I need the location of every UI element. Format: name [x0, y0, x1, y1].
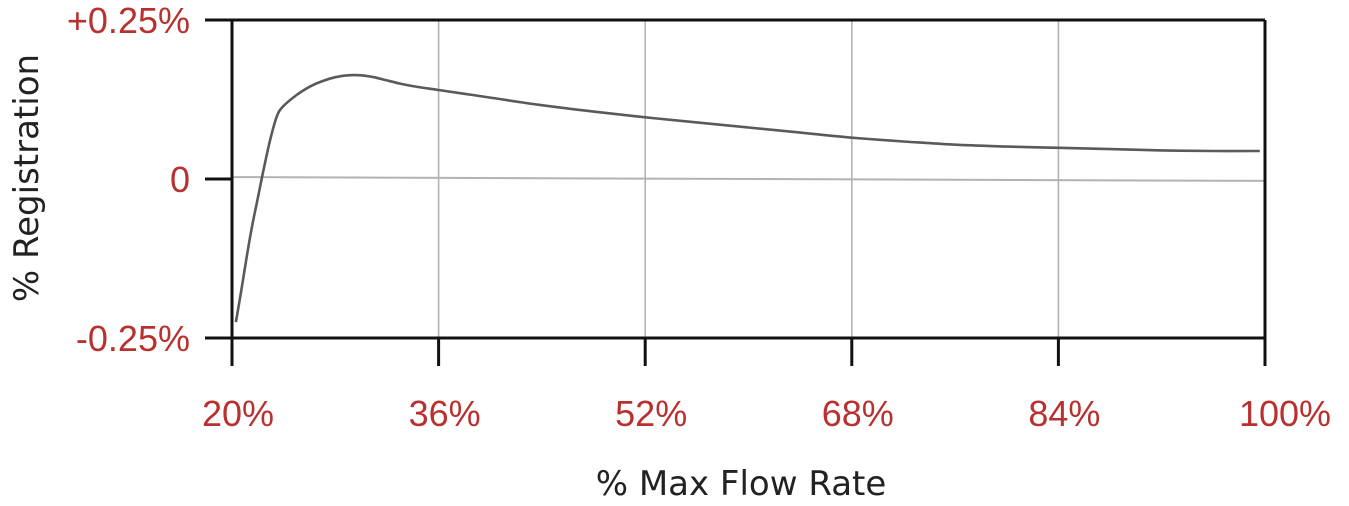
- x-axis-tick-labels: 20% 36% 52% 68% 84% 100%: [202, 393, 1331, 434]
- series-line-0: [234, 73, 1260, 323]
- y-tick-label-2: +0.25%: [67, 0, 190, 41]
- y-axis-title: % Registration: [7, 54, 47, 302]
- axes: [205, 18, 1267, 366]
- x-axis-title: % Max Flow Rate: [596, 464, 887, 504]
- series-group: [234, 73, 1260, 323]
- zero-reference-line-group: [231, 176, 1266, 182]
- y-tick-label-1: 0: [170, 159, 190, 200]
- x-tick-label-0: 20%: [202, 393, 274, 434]
- zero-reference-line: [231, 176, 1266, 182]
- y-tick-label-0: -0.25%: [76, 318, 190, 359]
- x-tick-label-4: 84%: [1028, 393, 1100, 434]
- x-tick-label-5: 100%: [1239, 393, 1331, 434]
- x-tick-label-1: 36%: [409, 393, 481, 434]
- y-axis-tick-labels: -0.25% 0 +0.25%: [67, 0, 190, 359]
- x-tick-label-3: 68%: [822, 393, 894, 434]
- x-tick-label-2: 52%: [615, 393, 687, 434]
